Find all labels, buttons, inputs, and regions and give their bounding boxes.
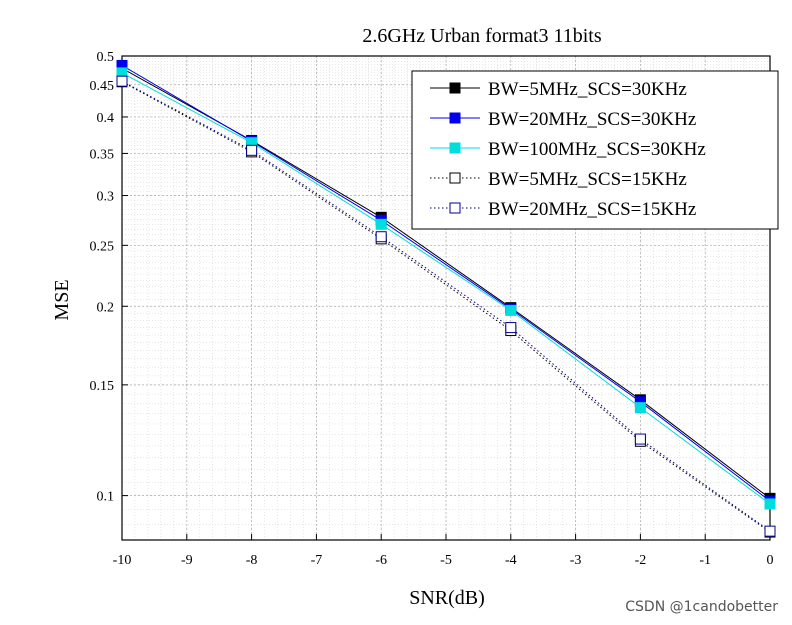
legend-item: BW=20MHz_SCS=30KHz bbox=[430, 109, 696, 130]
y-tick-label: 0.2 bbox=[97, 300, 115, 315]
legend-swatch-marker bbox=[449, 112, 461, 124]
x-tick-label: -1 bbox=[699, 553, 711, 568]
x-tick-label: -6 bbox=[375, 553, 387, 568]
y-tick-label: 0.4 bbox=[97, 111, 115, 126]
x-tick-label: -2 bbox=[635, 553, 647, 568]
series-line bbox=[121, 72, 771, 505]
y-tick-label: 0.1 bbox=[97, 490, 115, 505]
x-axis-label: SNR(dB) bbox=[409, 587, 485, 609]
legend: BW=5MHz_SCS=30KHz BW=20MHz_SCS=30KHz BW=10… bbox=[411, 70, 779, 230]
x-tick-label: -7 bbox=[311, 553, 323, 568]
legend-item: BW=5MHz_SCS=30KHz bbox=[430, 79, 687, 100]
y-tick-label: 0.45 bbox=[90, 79, 115, 94]
x-tick-label: -9 bbox=[181, 553, 193, 568]
legend-item: BW=20MHz_SCS=15KHz bbox=[430, 199, 696, 220]
legend-label: BW=100MHz_SCS=30KHz bbox=[488, 139, 706, 160]
data-point bbox=[246, 144, 258, 156]
x-tick-label: -8 bbox=[246, 553, 258, 568]
data-point bbox=[505, 304, 517, 316]
legend-swatch-marker bbox=[449, 82, 461, 94]
x-tick-label: -5 bbox=[440, 553, 452, 568]
x-tick-label: 0 bbox=[767, 553, 774, 568]
y-tick-label: 0.3 bbox=[97, 190, 115, 205]
data-point bbox=[764, 525, 776, 537]
data-point bbox=[375, 218, 387, 230]
legend-label: BW=5MHz_SCS=30KHz bbox=[488, 79, 687, 100]
legend-label: BW=5MHz_SCS=15KHz bbox=[488, 169, 687, 190]
y-tick-label: 0.15 bbox=[90, 379, 115, 394]
legend-swatch-marker bbox=[449, 142, 461, 154]
data-point bbox=[764, 498, 776, 510]
watermark: CSDN @1candobetter bbox=[625, 599, 778, 615]
x-tick-label: -4 bbox=[505, 553, 517, 568]
data-point bbox=[634, 402, 646, 414]
legend-swatch-marker bbox=[449, 172, 461, 184]
chart-title: 2.6GHz Urban format3 11bits bbox=[362, 25, 601, 47]
legend-label: BW=20MHz_SCS=15KHz bbox=[488, 199, 696, 220]
y-tick-label: 0.5 bbox=[97, 50, 115, 65]
y-axis-label: MSE bbox=[51, 279, 73, 320]
legend-box bbox=[411, 70, 779, 230]
legend-label: BW=20MHz_SCS=30KHz bbox=[488, 109, 696, 130]
data-point bbox=[634, 433, 646, 445]
legend-item: BW=5MHz_SCS=15KHz bbox=[430, 169, 687, 190]
data-point bbox=[116, 75, 128, 87]
x-tick-label: -10 bbox=[113, 553, 132, 568]
y-axis: 0.1 0.15 0.2 0.25 0.3 0.35 0.4 0.45 0.5 bbox=[90, 50, 128, 505]
y-tick-label: 0.25 bbox=[90, 239, 115, 254]
series-layer bbox=[116, 59, 776, 538]
legend-item: BW=100MHz_SCS=30KHz bbox=[430, 139, 706, 160]
series-5 bbox=[116, 75, 776, 537]
data-point bbox=[505, 322, 517, 334]
series-3 bbox=[116, 67, 776, 510]
y-tick-label: 0.35 bbox=[90, 147, 115, 162]
x-axis: -10 -9 -8 -7 -6 -5 -4 -3 -2 -1 0 bbox=[113, 534, 774, 568]
data-point bbox=[375, 231, 387, 243]
series-line bbox=[121, 64, 771, 502]
x-tick-label: -3 bbox=[570, 553, 582, 568]
legend-swatch-marker bbox=[449, 202, 461, 214]
